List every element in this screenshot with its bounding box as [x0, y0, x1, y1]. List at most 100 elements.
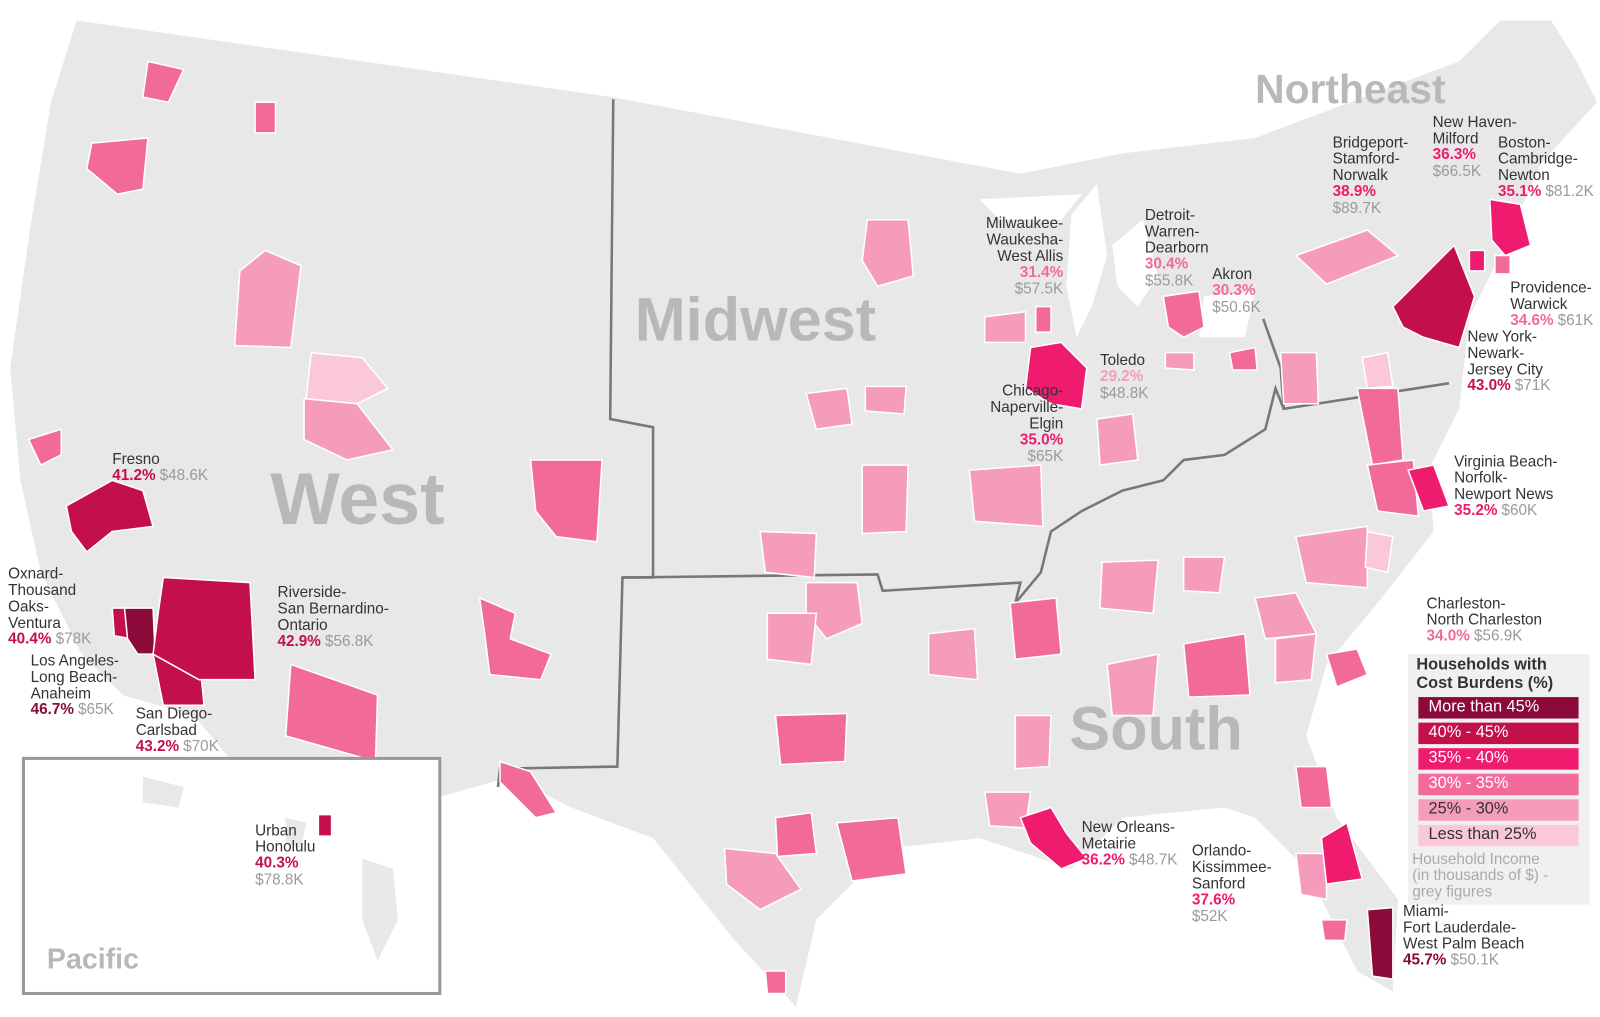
legend-label: 40% - 45% — [1429, 723, 1509, 741]
household-income: $56.8K — [325, 633, 374, 650]
metro-name: Los Angeles- — [31, 653, 119, 670]
cost-burden-pct: 38.9% — [1333, 183, 1377, 200]
metro-name: Virginia Beach- — [1454, 453, 1557, 470]
metro-name: Kissimmee- — [1192, 859, 1272, 876]
legend-swatch — [1418, 748, 1579, 770]
legend-swatch — [1418, 697, 1579, 719]
metro-area — [1366, 906, 1394, 981]
cost-burden-pct: 43.0% — [1467, 378, 1511, 395]
legend-swatch — [1418, 773, 1579, 796]
metro-stats: 29.2% — [1100, 368, 1144, 385]
region-label: Midwest — [635, 285, 876, 353]
cost-burden-pct: 29.2% — [1100, 368, 1144, 385]
legend-swatch — [1418, 799, 1579, 821]
metro-name: Warwick — [1510, 296, 1568, 313]
legend-swatch — [1418, 824, 1579, 847]
metro-name: West Palm Beach — [1403, 936, 1524, 953]
metro-name: Naperville- — [990, 399, 1063, 416]
region-label: West — [270, 457, 444, 540]
metro-name: Cambridge- — [1498, 151, 1578, 168]
metro-stats: 30.3% — [1212, 283, 1256, 300]
cost-burden-pct: 40.4% — [8, 631, 52, 648]
metro-name: Riverside- — [278, 584, 347, 601]
metro-area — [317, 813, 333, 837]
metro-name: Oxnard- — [8, 566, 63, 583]
cost-burden-pct: 35.0% — [1020, 432, 1064, 449]
metro-area — [1320, 821, 1364, 885]
legend-title: Cost Burdens (%) — [1416, 674, 1553, 692]
metro-name: New York- — [1467, 329, 1537, 346]
metro-stats: 35.2% $60K — [1454, 502, 1538, 519]
metro-area — [1407, 464, 1451, 512]
pacific-islands — [142, 776, 398, 961]
metro-area — [1164, 351, 1195, 371]
metro-name: Metairie — [1082, 836, 1136, 853]
household-income: $50.1K — [1450, 952, 1499, 969]
metro-stats: 37.6% — [1192, 892, 1236, 909]
metro-name: Norfolk- — [1454, 470, 1508, 487]
household-income: $81.2K — [1545, 183, 1594, 200]
metro-areas — [27, 60, 1420, 995]
metro-name: Elgin — [1029, 415, 1063, 432]
metro-name: New Orleans- — [1082, 819, 1175, 836]
metro-name: Warren- — [1145, 223, 1200, 240]
cost-burden-pct: 35.2% — [1454, 502, 1498, 519]
metro-name: Akron — [1212, 266, 1252, 283]
cost-burden-pct: 42.9% — [278, 633, 322, 650]
metro-name: Carlsbad — [136, 722, 197, 739]
metro-name: Thousand — [8, 582, 76, 599]
household-income: $52K — [1192, 908, 1228, 925]
region-label: Northeast — [1255, 66, 1446, 112]
household-income: $56.9K — [1474, 628, 1523, 645]
household-income: $57.5K — [1015, 281, 1064, 298]
legend-label: 30% - 35% — [1429, 774, 1509, 792]
metro-area — [1228, 346, 1258, 371]
metro-area — [1019, 806, 1088, 870]
cost-burden-pct: 30.4% — [1145, 256, 1189, 273]
metro-area — [152, 576, 256, 681]
metro-name: Fresno — [112, 451, 160, 468]
household-income: $78K — [56, 631, 92, 648]
metro-stats: 42.9% $56.8K — [278, 633, 375, 650]
metro-stats: 36.3% — [1433, 147, 1477, 164]
household-income: $50.6K — [1212, 299, 1261, 316]
metro-stats: 31.4% — [1020, 264, 1064, 281]
legend-title: Households with — [1416, 655, 1547, 673]
metro-name: Bridgeport- — [1333, 134, 1409, 151]
metro-name: Urban — [255, 822, 297, 839]
metro-stats: 40.4% $78K — [8, 631, 92, 648]
household-income: $65K — [78, 702, 114, 719]
household-income: $71K — [1515, 378, 1551, 395]
legend-label: Less than 25% — [1429, 825, 1537, 843]
metro-name: Milwaukee- — [986, 215, 1063, 232]
household-income: $60K — [1502, 502, 1538, 519]
metro-stats: 41.2% $48.6K — [112, 468, 209, 485]
metro-stats: 35.1% $81.2K — [1498, 183, 1595, 200]
metro-name: Dearborn — [1145, 240, 1209, 257]
cost-burden-pct: 40.3% — [255, 855, 299, 872]
legend-label: More than 45% — [1429, 697, 1540, 715]
household-income: $48.6K — [160, 468, 209, 485]
household-income: $65K — [1028, 448, 1064, 465]
metro-name: Anaheim — [31, 685, 91, 702]
metro-name: Sanford — [1192, 875, 1246, 892]
cost-burden-pct: 36.2% — [1082, 852, 1126, 869]
legend-label: 25% - 30% — [1429, 800, 1509, 818]
metro-name: Oaks- — [8, 598, 49, 615]
metro-name: San Diego- — [136, 706, 212, 723]
metro-name: New Haven- — [1433, 114, 1517, 131]
metro-name: Miami- — [1403, 903, 1449, 920]
metro-name: Charleston- — [1427, 595, 1506, 612]
metro-name: Orlando- — [1192, 843, 1251, 860]
metro-name: Stamford- — [1333, 151, 1400, 168]
household-income: $78.8K — [255, 871, 304, 888]
legend-label: 35% - 40% — [1429, 748, 1509, 766]
metro-area — [1468, 249, 1486, 272]
metro-name: Newark- — [1467, 345, 1524, 362]
metro-stats: 45.7% $50.1K — [1403, 952, 1500, 969]
metro-name: Chicago- — [1002, 383, 1063, 400]
metro-area — [65, 479, 155, 554]
cost-burden-pct: 36.3% — [1433, 147, 1477, 164]
